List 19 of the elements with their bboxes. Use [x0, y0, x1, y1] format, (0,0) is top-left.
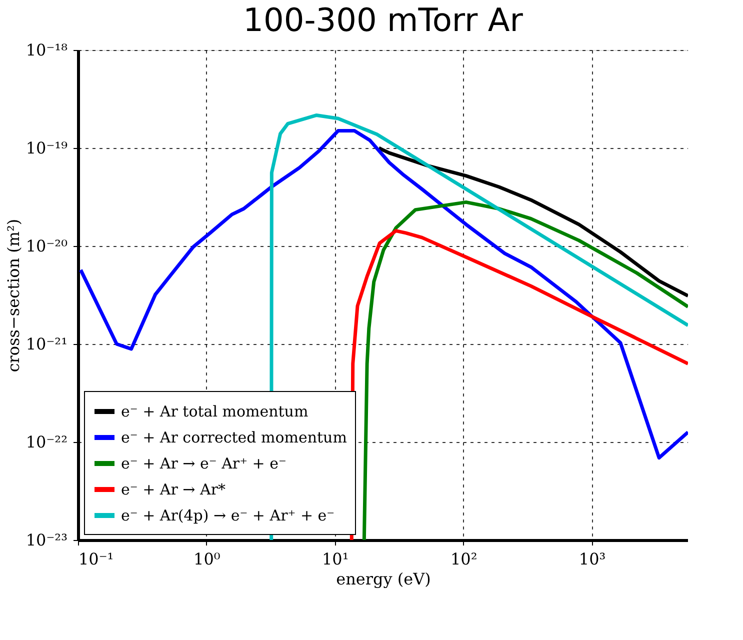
legend-label: e⁻ + Ar corrected momentum [121, 428, 347, 446]
x-tick-label: 10⁻¹ [78, 550, 114, 568]
y-tick-label: 10⁻²⁰ [26, 236, 68, 256]
y-tick-label: 10⁻²³ [26, 530, 68, 550]
legend-label: e⁻ + Ar → Ar* [121, 480, 226, 498]
chart-title: 100-300 mTorr Ar [243, 1, 524, 39]
y-tick-label: 10⁻¹⁸ [26, 40, 68, 60]
legend-label: e⁻ + Ar(4p) → e⁻ + Ar⁺ + e⁻ [121, 506, 335, 524]
x-axis-title: energy (eV) [336, 570, 431, 588]
y-tick-label: 10⁻¹⁹ [26, 138, 68, 158]
y-tick-label: 10⁻²² [26, 432, 68, 452]
legend-label: e⁻ + Ar total momentum [121, 402, 308, 420]
x-tick-label: 10¹ [322, 550, 349, 568]
legend-label: e⁻ + Ar → e⁻ Ar⁺ + e⁻ [121, 454, 286, 472]
x-tick-label: 10⁰ [194, 550, 220, 568]
y-axis-title: cross−section (m²) [4, 218, 23, 372]
x-tick-label: 10³ [578, 550, 606, 568]
y-tick-label: 10⁻²¹ [26, 334, 68, 354]
x-tick-label: 10² [450, 550, 478, 568]
